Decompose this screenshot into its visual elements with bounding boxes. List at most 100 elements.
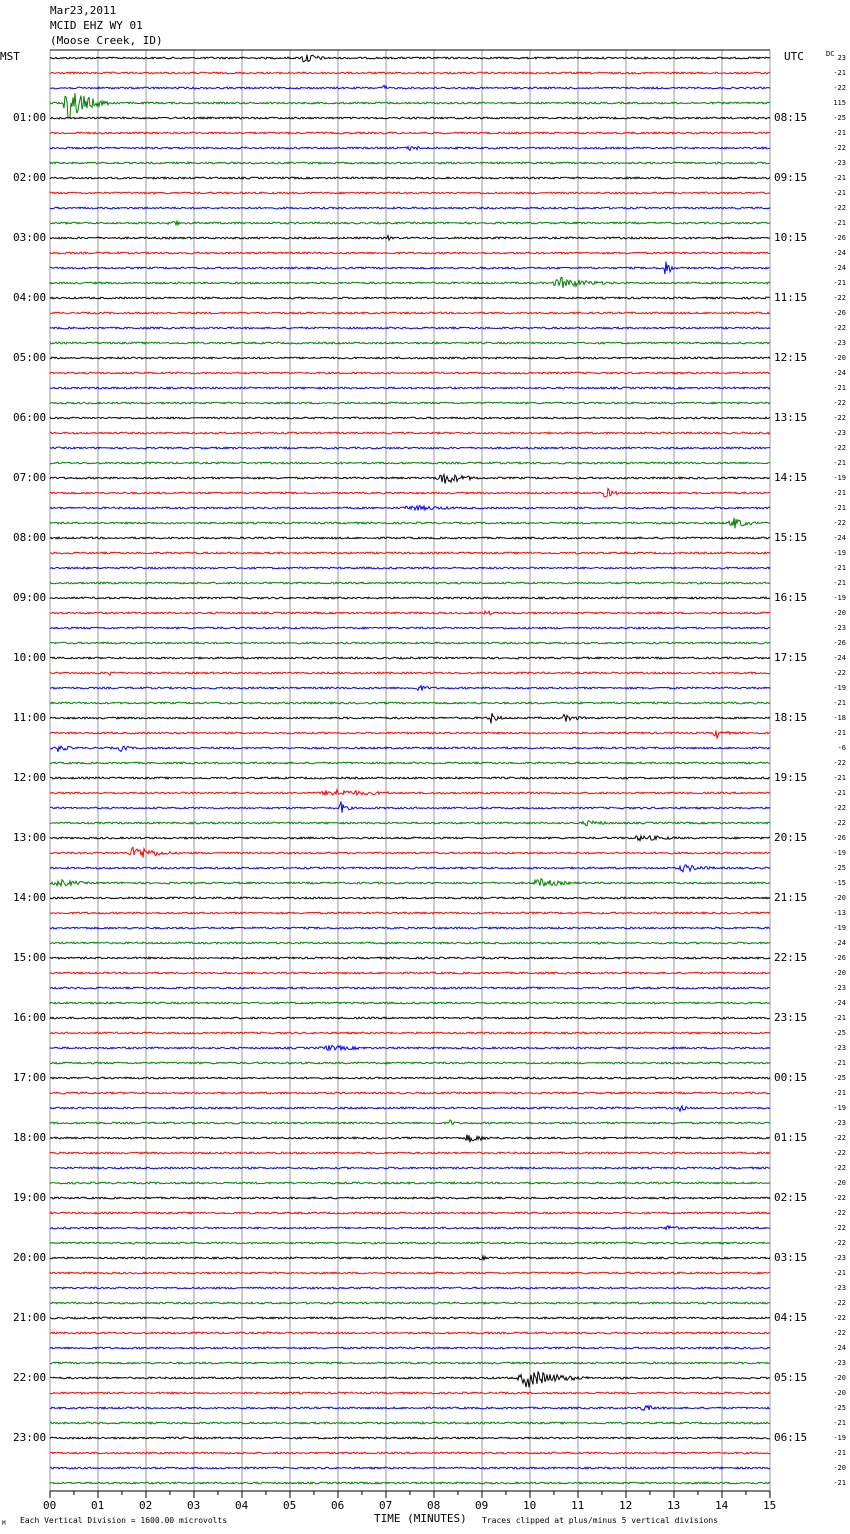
seismic-trace-10 xyxy=(49,206,771,210)
utc-hour-label: 17:15 xyxy=(774,651,808,664)
dc-offset-value: -20 xyxy=(833,1179,846,1187)
dc-offset-value: -19 xyxy=(833,594,846,602)
x-tick-label: 01 xyxy=(91,1499,105,1512)
dc-offset-value: -25 xyxy=(833,1029,846,1037)
dc-offset-value: -22 xyxy=(833,1209,846,1217)
dc-offset-value: -22 xyxy=(833,1149,846,1157)
x-tick-label: 13 xyxy=(667,1499,681,1512)
dc-offset-value: -21 xyxy=(833,69,846,77)
dc-offset-value: -19 xyxy=(833,1434,846,1442)
dc-offset-value: -22 xyxy=(833,144,846,152)
seismic-trace-8 xyxy=(49,176,771,180)
seismic-trace-92 xyxy=(49,1436,771,1440)
dc-offset-value: -23 xyxy=(833,339,846,347)
utc-hour-label: 14:15 xyxy=(774,471,808,484)
mst-hour-label: 01:00 xyxy=(13,111,47,124)
seismic-trace-63 xyxy=(49,1001,771,1005)
dc-offset-value: -23 xyxy=(833,159,846,167)
utc-hour-label: 03:15 xyxy=(774,1251,808,1264)
x-tick-label: 04 xyxy=(235,1499,249,1512)
utc-hour-label: 18:15 xyxy=(774,711,808,724)
utc-hour-label: 20:15 xyxy=(774,831,808,844)
seismic-trace-90 xyxy=(49,1404,771,1412)
corner-mark: M xyxy=(2,1520,6,1527)
utc-hour-label: 23:15 xyxy=(774,1011,808,1024)
dc-offset-value: -24 xyxy=(833,534,846,542)
seismic-trace-31 xyxy=(49,517,771,529)
dc-offset-value: -22 xyxy=(833,669,846,677)
seismic-trace-57 xyxy=(50,911,771,915)
station-location: (Moose Creek, ID) xyxy=(50,34,163,47)
mst-hour-label: 12:00 xyxy=(13,771,47,784)
dc-offset-value: -21 xyxy=(833,219,846,227)
seismic-trace-2 xyxy=(50,84,771,90)
x-tick-label: 14 xyxy=(715,1499,729,1512)
seismic-trace-44 xyxy=(49,712,771,724)
mst-hour-label: 16:00 xyxy=(13,1011,47,1024)
seismic-trace-50 xyxy=(49,801,771,813)
x-tick-label: 05 xyxy=(283,1499,297,1512)
seismic-trace-36 xyxy=(49,596,771,600)
x-tick-label: 09 xyxy=(475,1499,489,1512)
seismic-trace-73 xyxy=(49,1151,771,1155)
dc-offset-value: -24 xyxy=(833,264,846,272)
dc-offset-value: -22 xyxy=(833,519,846,527)
x-tick-label: 11 xyxy=(571,1499,585,1512)
seismic-trace-87 xyxy=(49,1361,771,1365)
dc-offset-value: -21 xyxy=(833,1419,846,1427)
seismic-trace-79 xyxy=(49,1241,770,1245)
dc-offset-value: -20 xyxy=(833,894,846,902)
dc-offset-value: -21 xyxy=(833,129,846,137)
seismic-trace-21 xyxy=(49,371,771,375)
dc-offset-value: -22 xyxy=(833,204,846,212)
dc-offset-value: -25 xyxy=(833,1404,846,1412)
dc-offset-value: -22 xyxy=(833,1134,846,1142)
seismic-trace-83 xyxy=(49,1301,770,1305)
dc-offset-value: -6 xyxy=(837,744,846,752)
dc-offset-value: -24 xyxy=(833,249,846,257)
utc-hour-label: 09:15 xyxy=(774,171,808,184)
seismic-trace-16 xyxy=(49,296,771,300)
dc-offset-value: -20 xyxy=(833,354,846,362)
mst-hour-label: 10:00 xyxy=(13,651,47,664)
seismic-trace-78 xyxy=(50,1224,771,1231)
x-tick-label: 06 xyxy=(331,1499,345,1512)
dc-offset-value: -21 xyxy=(833,1089,846,1097)
seismic-trace-28 xyxy=(49,472,771,484)
seismic-trace-94 xyxy=(50,1466,771,1470)
mst-hour-label: 08:00 xyxy=(13,531,47,544)
dc-offset-value: -24 xyxy=(833,369,846,377)
seismic-trace-26 xyxy=(49,446,771,450)
seismic-trace-81 xyxy=(49,1271,770,1275)
seismic-trace-77 xyxy=(49,1211,771,1215)
seismic-trace-58 xyxy=(49,926,771,930)
seismic-trace-86 xyxy=(49,1346,771,1350)
x-tick-label: 15 xyxy=(763,1499,777,1512)
seismic-trace-41 xyxy=(49,671,771,677)
utc-hour-label: 13:15 xyxy=(774,411,808,424)
dc-offset-value: -19 xyxy=(833,849,846,857)
x-tick-label: 03 xyxy=(187,1499,201,1512)
seismic-trace-5 xyxy=(49,131,771,135)
mst-hour-label: 13:00 xyxy=(13,831,47,844)
seismic-trace-27 xyxy=(49,461,771,465)
seismic-trace-22 xyxy=(49,386,771,390)
seismic-trace-51 xyxy=(50,819,771,827)
dc-offset-value: -22 xyxy=(833,1164,846,1172)
station-code: MCID EHZ WY 01 xyxy=(50,19,143,32)
mst-hour-label: 11:00 xyxy=(13,711,47,724)
dc-offset-value: 115 xyxy=(833,99,846,107)
seismic-traces xyxy=(49,54,771,1485)
dc-offset-value: -20 xyxy=(833,1389,846,1397)
mst-hour-label: 02:00 xyxy=(13,171,47,184)
seismic-trace-33 xyxy=(50,551,771,555)
seismic-trace-4 xyxy=(49,116,771,120)
mst-hour-label: 21:00 xyxy=(13,1311,47,1324)
seismic-trace-32 xyxy=(49,536,770,540)
utc-hour-label: 06:15 xyxy=(774,1431,808,1444)
seismic-trace-88 xyxy=(49,1371,771,1388)
dc-offset-value: -21 xyxy=(833,174,846,182)
utc-hour-label: 10:15 xyxy=(774,231,808,244)
mst-hour-label: 14:00 xyxy=(13,891,47,904)
